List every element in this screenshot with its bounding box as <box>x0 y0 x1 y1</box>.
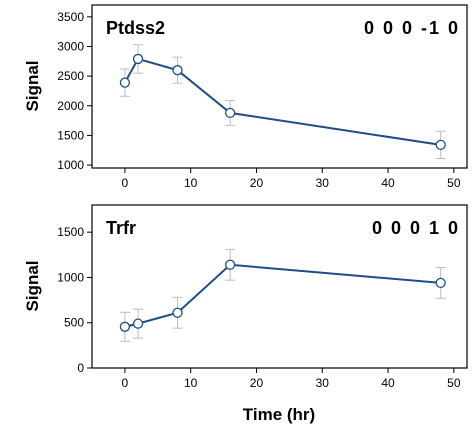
panel-bottom: Trfr 0 0 0 1 0 Signal 0 500 1000 1500 0 10 20… <box>23 204 468 390</box>
y-tick-label: 2500 <box>57 69 84 83</box>
y-tick-label: 3000 <box>57 39 84 53</box>
x-tick-label: 50 <box>447 376 461 390</box>
series-line <box>124 263 441 328</box>
y-tick-label: 1500 <box>57 225 84 239</box>
x-tick-label: 30 <box>316 176 330 190</box>
chart-code-bottom: 0 0 0 1 0 <box>372 218 460 238</box>
x-tick-label: 40 <box>381 376 395 390</box>
data-point <box>172 307 183 318</box>
y-ticks-bottom: 0 500 1000 1500 <box>57 225 92 375</box>
x-tick-label: 10 <box>184 376 198 390</box>
y-tick-label: 500 <box>64 316 84 330</box>
plot-frame-top <box>91 4 468 169</box>
data-point <box>119 321 131 332</box>
y-tick-label: 1000 <box>57 158 84 172</box>
data-point <box>172 65 183 76</box>
data-point <box>119 77 131 88</box>
x-tick-label: 50 <box>447 176 461 190</box>
y-tick-label: 2000 <box>57 99 84 113</box>
x-tick-label: 40 <box>381 176 395 190</box>
y-tick-label: 3500 <box>57 10 84 24</box>
x-tick-label: 20 <box>250 376 264 390</box>
data-point <box>225 107 236 119</box>
data-point <box>435 277 446 289</box>
x-tick-label: 10 <box>184 176 198 190</box>
data-point <box>132 53 144 65</box>
series-line <box>124 57 441 146</box>
y-tick-label: 1500 <box>57 128 84 142</box>
x-ticks-bottom: 0 10 20 30 40 50 <box>122 368 461 390</box>
y-tick-label: 1000 <box>57 270 84 284</box>
chart-title-top: Ptdss2 <box>106 18 165 38</box>
y-tick-label: 0 <box>77 361 84 375</box>
chart-title-bottom: Trfr <box>106 218 136 238</box>
panel-top: Ptdss2 0 0 0 -1 0 Signal 1000 1500 2000 250… <box>23 4 468 190</box>
data-point <box>225 259 236 270</box>
data-point <box>132 318 144 329</box>
x-tick-label: 0 <box>122 376 129 390</box>
series-top <box>119 44 446 160</box>
x-tick-label: 20 <box>250 176 264 190</box>
x-tick-label: 30 <box>316 376 330 390</box>
plot-frame-bottom <box>91 204 468 369</box>
y-ticks-top: 1000 1500 2000 2500 3000 3500 <box>57 10 92 172</box>
x-ticks-top: 0 10 20 30 40 50 <box>122 168 461 190</box>
x-tick-label: 0 <box>122 176 129 190</box>
y-axis-label-top: Signal <box>23 60 42 111</box>
series-bottom <box>119 248 446 342</box>
chart-code-top: 0 0 0 -1 0 <box>364 18 460 38</box>
x-axis-label: Time (hr) <box>243 405 315 424</box>
y-axis-label-bottom: Signal <box>23 260 42 311</box>
data-point <box>435 139 446 151</box>
